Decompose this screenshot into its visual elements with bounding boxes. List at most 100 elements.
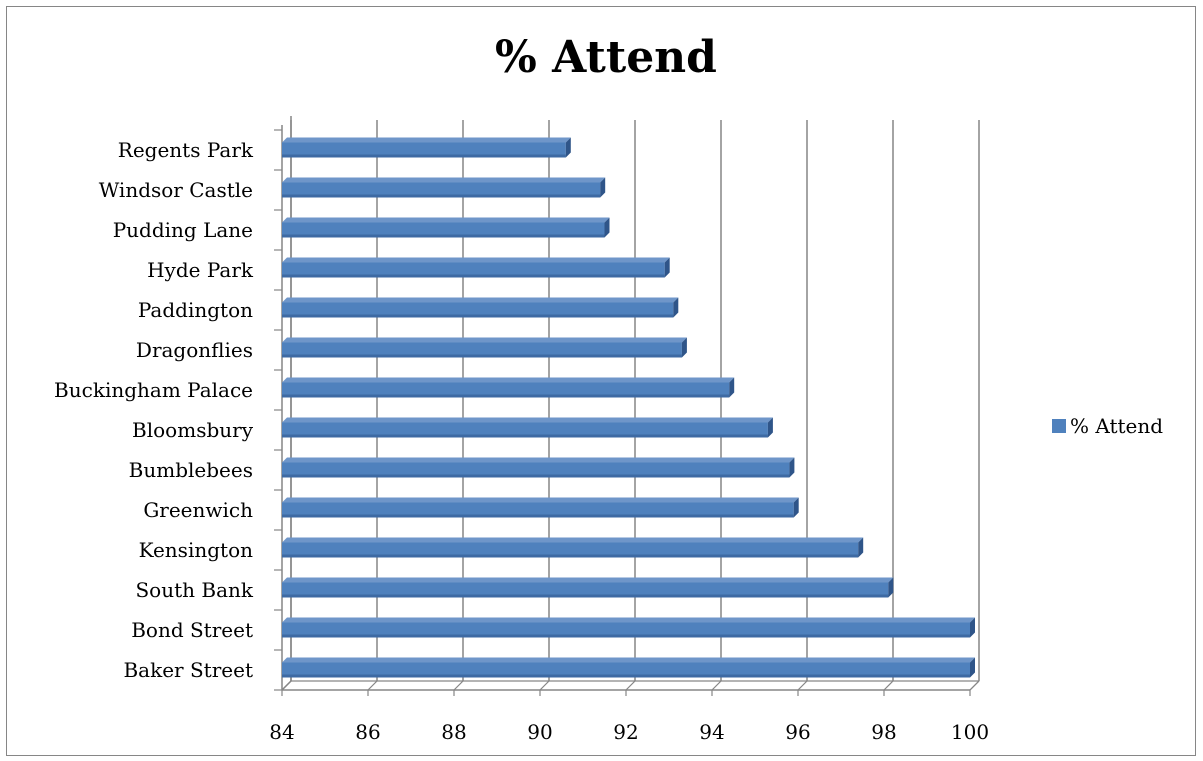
x-tick-label: 84: [269, 720, 294, 744]
bar-front-face: [282, 662, 970, 678]
bar-bottom-edge: [282, 554, 859, 558]
bar-bottom-edge: [282, 154, 566, 158]
bar-side-face: [729, 377, 735, 398]
category-label: Hyde Park: [147, 258, 254, 282]
bar-side-face: [888, 577, 894, 598]
bar-front-face: [282, 582, 889, 598]
bar-bottom-edge: [282, 354, 682, 358]
bar: [282, 537, 864, 558]
legend: % Attend: [1052, 414, 1163, 438]
bar-top-face: [282, 537, 864, 543]
category-label: South Bank: [135, 578, 253, 602]
bar-top-face: [282, 137, 571, 143]
bar-bottom-edge: [282, 594, 889, 598]
bar-top-face: [282, 377, 735, 383]
bar-top-face: [282, 577, 894, 583]
bar-bottom-edge: [282, 474, 790, 478]
floor-gridline: [625, 680, 636, 691]
bar-bottom-edge: [282, 194, 601, 198]
bar-front-face: [282, 222, 605, 238]
x-tick-label: 92: [613, 720, 638, 744]
category-label: Bumblebees: [129, 458, 253, 482]
bar: [282, 377, 735, 398]
bar-side-face: [604, 217, 610, 238]
bar: [282, 577, 894, 598]
floor-gridline: [797, 680, 808, 691]
bar: [282, 417, 773, 438]
bar-bottom-edge: [282, 394, 730, 398]
bar-top-face: [282, 497, 799, 503]
category-label: Windsor Castle: [99, 178, 253, 202]
bar: [282, 217, 610, 238]
floor-gridline: [711, 680, 722, 691]
x-tick-label: 98: [871, 720, 896, 744]
category-label: Bloomsbury: [132, 418, 254, 442]
bar-side-face: [673, 297, 679, 318]
bar-side-face: [600, 177, 606, 198]
bar-bottom-edge: [282, 234, 605, 238]
category-label: Regents Park: [118, 138, 254, 162]
bar-side-face: [793, 497, 799, 518]
category-label: Kensington: [139, 538, 254, 562]
bar-front-face: [282, 382, 730, 398]
bar-top-face: [282, 617, 975, 623]
axis-corner: [281, 680, 292, 691]
bar-top-face: [282, 657, 975, 663]
x-tick-label: 100: [951, 720, 989, 744]
x-tick-label: 94: [699, 720, 724, 744]
x-tick-label: 88: [441, 720, 466, 744]
bar: [282, 457, 795, 478]
x-tick-labels: 84 86 88 90 92 94 96 98 100: [269, 720, 989, 744]
bar-top-face: [282, 257, 670, 263]
x-tick-label: 90: [527, 720, 552, 744]
legend-swatch: [1052, 419, 1066, 433]
bar: [282, 177, 606, 198]
bar-front-face: [282, 502, 794, 518]
bar-top-face: [282, 217, 610, 223]
bar-bottom-edge: [282, 274, 665, 278]
bar: [282, 497, 799, 518]
bar-front-face: [282, 302, 674, 318]
bar-side-face: [664, 257, 670, 278]
bar: [282, 617, 975, 638]
category-label: Buckingham Palace: [54, 378, 253, 402]
gridlines: [281, 120, 980, 691]
x-tick-label: 96: [785, 720, 810, 744]
category-label: Greenwich: [143, 498, 253, 522]
category-label: Dragonflies: [136, 338, 253, 362]
bar-front-face: [282, 422, 768, 438]
bar-bottom-edge: [282, 634, 970, 638]
bar-side-face: [767, 417, 773, 438]
category-labels: Regents Park Windsor Castle Pudding Lane Hy…: [54, 138, 254, 682]
bar-side-face: [970, 657, 975, 678]
bar: [282, 657, 975, 678]
floor-gridline: [883, 680, 894, 691]
bar-side-face: [970, 617, 975, 638]
legend-label: % Attend: [1070, 414, 1163, 438]
axis-corner-right: [969, 680, 980, 691]
floor-gridline: [539, 680, 550, 691]
x-tick-label: 86: [355, 720, 380, 744]
bars: [282, 137, 975, 678]
bar-side-face: [789, 457, 795, 478]
floor-gridline: [367, 680, 378, 691]
bar-bottom-edge: [282, 514, 794, 518]
bar-side-face: [858, 537, 864, 558]
bar-bottom-edge: [282, 674, 970, 678]
bar-front-face: [282, 182, 601, 198]
floor-gridline: [453, 680, 464, 691]
bar: [282, 297, 679, 318]
bar-side-face: [681, 337, 687, 358]
bar-front-face: [282, 462, 790, 478]
bar: [282, 257, 670, 278]
bar-front-face: [282, 142, 566, 158]
bar-top-face: [282, 177, 606, 183]
bar-top-face: [282, 337, 687, 343]
category-label: Paddington: [138, 298, 253, 322]
bar-side-face: [565, 137, 571, 158]
bar: [282, 337, 687, 358]
bar-top-face: [282, 297, 679, 303]
category-label: Baker Street: [123, 658, 253, 682]
bar-top-face: [282, 457, 795, 463]
